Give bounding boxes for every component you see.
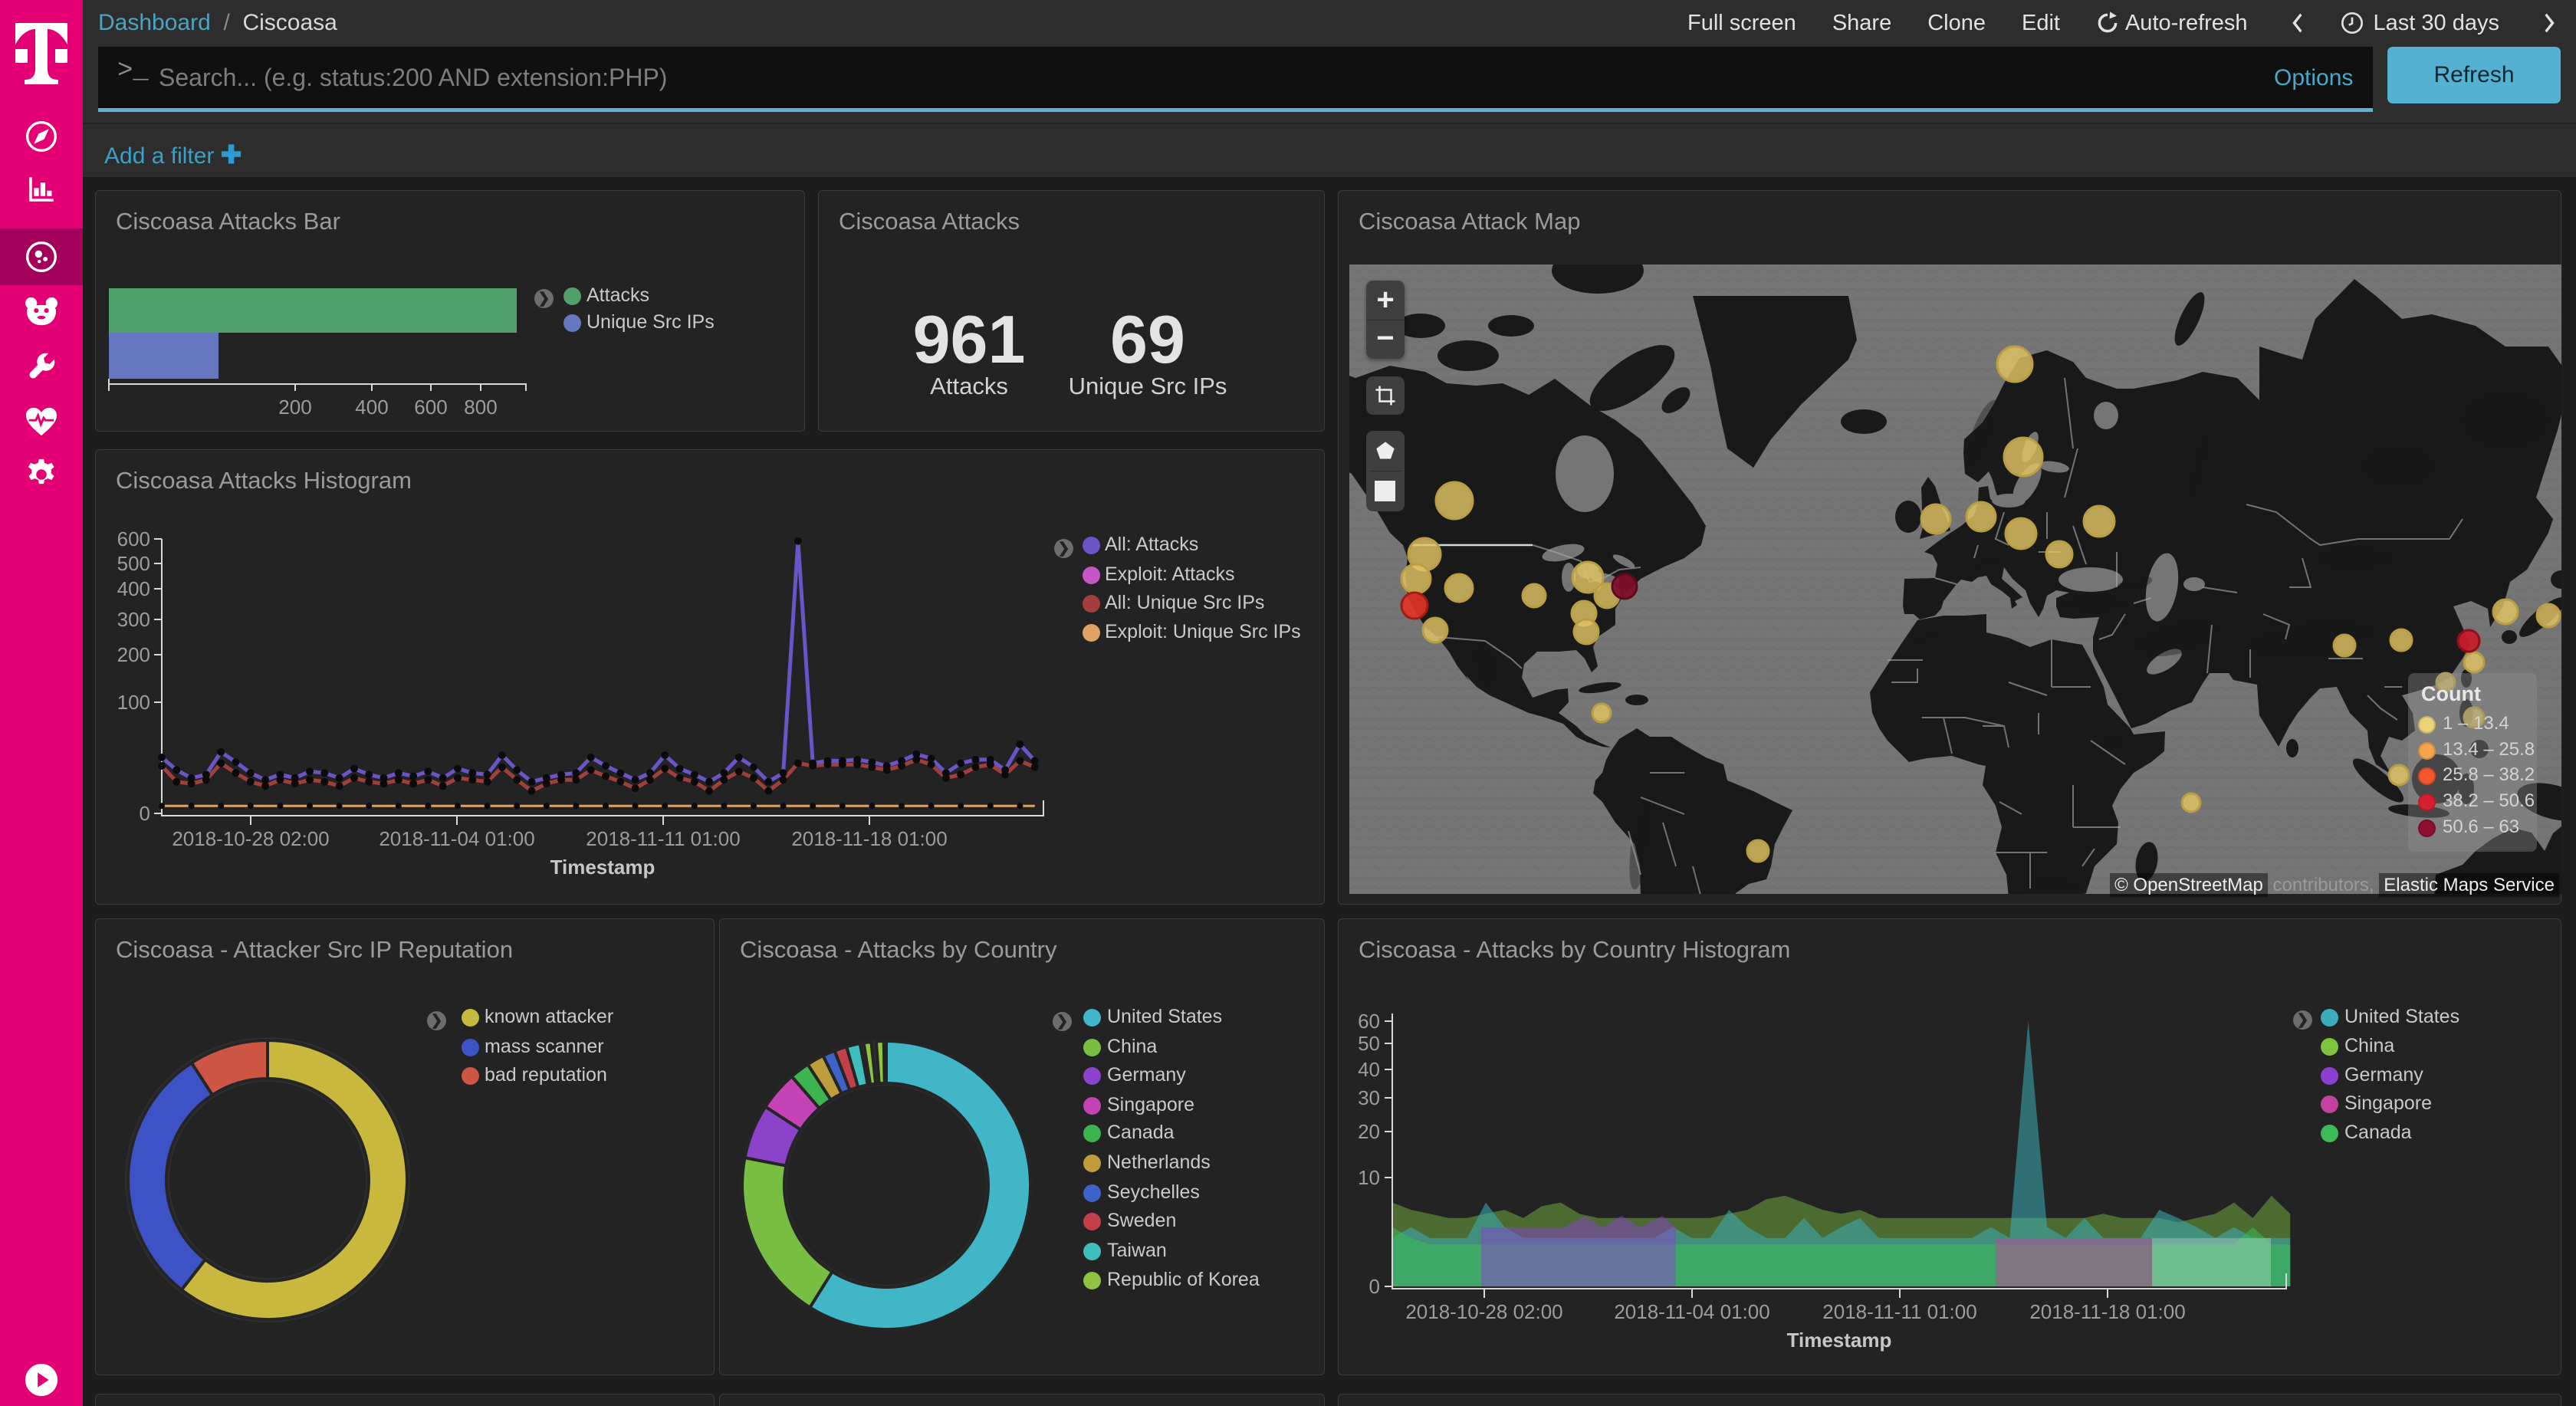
svg-text:2018-10-28 02:00: 2018-10-28 02:00	[1405, 1300, 1562, 1323]
svg-text:Timestamp: Timestamp	[550, 856, 656, 879]
svg-text:400: 400	[355, 396, 388, 419]
svg-text:Timestamp: Timestamp	[1787, 1329, 1892, 1352]
svg-text:600: 600	[117, 527, 150, 550]
svg-text:500: 500	[117, 552, 150, 575]
svg-text:800: 800	[464, 396, 497, 419]
svg-text:60: 60	[1358, 1010, 1380, 1033]
svg-text:50: 50	[1358, 1032, 1380, 1055]
svg-text:30: 30	[1358, 1086, 1380, 1109]
svg-text:40: 40	[1358, 1058, 1380, 1081]
svg-text:2018-10-28 02:00: 2018-10-28 02:00	[172, 827, 329, 850]
svg-text:0: 0	[140, 802, 150, 825]
svg-text:600: 600	[414, 396, 447, 419]
svg-text:200: 200	[117, 643, 150, 666]
svg-text:2018-11-04 01:00: 2018-11-04 01:00	[379, 827, 534, 850]
svg-text:200: 200	[278, 396, 311, 419]
svg-text:2018-11-04 01:00: 2018-11-04 01:00	[1614, 1300, 1769, 1323]
svg-text:0: 0	[1369, 1275, 1380, 1298]
svg-text:2018-11-11 01:00: 2018-11-11 01:00	[1822, 1300, 1976, 1323]
svg-text:2018-11-18 01:00: 2018-11-18 01:00	[2029, 1300, 2185, 1323]
svg-text:2018-11-11 01:00: 2018-11-11 01:00	[586, 827, 740, 850]
svg-text:10: 10	[1358, 1166, 1380, 1189]
svg-text:20: 20	[1358, 1120, 1380, 1143]
svg-text:2018-11-18 01:00: 2018-11-18 01:00	[791, 827, 947, 850]
svg-text:100: 100	[117, 691, 150, 714]
svg-text:300: 300	[117, 608, 150, 631]
svg-text:400: 400	[117, 577, 150, 600]
